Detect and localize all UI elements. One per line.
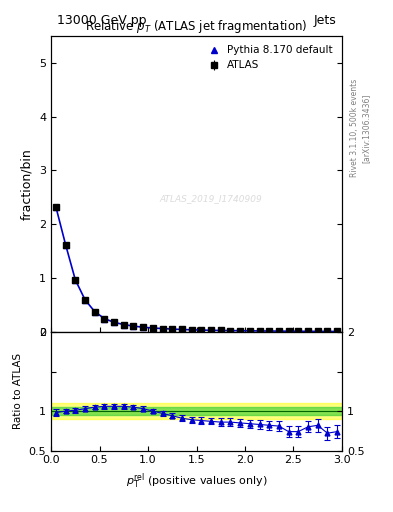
Pythia 8.170 default [63, 242, 68, 248]
Text: [arXiv:1306.3436]: [arXiv:1306.3436] [362, 93, 371, 163]
Y-axis label: fraction/bin: fraction/bin [20, 148, 33, 220]
Pythia 8.170 default [131, 323, 136, 329]
Pythia 8.170 default [92, 309, 97, 315]
Pythia 8.170 default [170, 326, 174, 332]
Pythia 8.170 default [102, 315, 107, 322]
Pythia 8.170 default [335, 328, 340, 334]
Pythia 8.170 default [73, 277, 78, 283]
Pythia 8.170 default [180, 327, 184, 333]
Pythia 8.170 default [219, 327, 223, 333]
Title: Relative $p_T$ (ATLAS jet fragmentation): Relative $p_T$ (ATLAS jet fragmentation) [85, 18, 308, 35]
Y-axis label: Ratio to ATLAS: Ratio to ATLAS [13, 353, 23, 430]
Pythia 8.170 default [141, 324, 145, 330]
Legend: Pythia 8.170 default, ATLAS: Pythia 8.170 default, ATLAS [202, 41, 337, 75]
Pythia 8.170 default [160, 326, 165, 332]
Text: Rivet 3.1.10, 500k events: Rivet 3.1.10, 500k events [350, 79, 359, 177]
Pythia 8.170 default [189, 327, 194, 333]
Pythia 8.170 default [228, 328, 233, 334]
Text: 13000 GeV pp: 13000 GeV pp [57, 14, 147, 27]
Pythia 8.170 default [286, 328, 291, 334]
Pythia 8.170 default [199, 327, 204, 333]
Pythia 8.170 default [83, 296, 87, 303]
X-axis label: $p_{\rm T}^{\rm rel}$ (positive values only): $p_{\rm T}^{\rm rel}$ (positive values o… [126, 471, 267, 490]
Pythia 8.170 default [257, 328, 262, 334]
Pythia 8.170 default [248, 328, 252, 334]
Pythia 8.170 default [315, 328, 320, 334]
Pythia 8.170 default [209, 327, 213, 333]
Pythia 8.170 default [267, 328, 272, 334]
Bar [51, 407, 342, 415]
Pythia 8.170 default [296, 328, 301, 334]
Pythia 8.170 default [325, 328, 330, 334]
Pythia 8.170 default [53, 204, 58, 210]
Text: ATLAS_2019_I1740909: ATLAS_2019_I1740909 [160, 194, 263, 203]
Pythia 8.170 default [306, 328, 310, 334]
Line: Pythia 8.170 default: Pythia 8.170 default [53, 204, 340, 334]
Pythia 8.170 default [151, 325, 155, 331]
Bar [51, 403, 342, 419]
Pythia 8.170 default [238, 328, 242, 334]
Pythia 8.170 default [277, 328, 281, 334]
Pythia 8.170 default [112, 319, 116, 326]
Pythia 8.170 default [121, 322, 126, 328]
Text: Jets: Jets [313, 14, 336, 27]
